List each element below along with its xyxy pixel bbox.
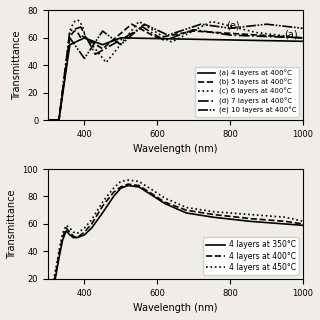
(a) 4 layers at 400°C — [118, 36, 122, 40]
4 layers at 450°C — [244, 212, 248, 216]
(c) 6 layers at 400°C — [75, 18, 79, 22]
(c) 6 layers at 400°C — [276, 33, 280, 37]
(e) 10 layers at 400°C — [118, 42, 122, 46]
(c) 6 layers at 400°C — [300, 36, 304, 40]
4 layers at 400°C — [127, 182, 131, 186]
4 layers at 350°C — [244, 219, 248, 223]
4 layers at 350°C — [300, 223, 304, 227]
(b) 5 layers at 400°C — [130, 22, 134, 26]
(d) 7 layers at 400°C — [126, 34, 130, 37]
(e) 10 layers at 400°C — [244, 25, 248, 28]
4 layers at 400°C — [108, 195, 112, 198]
4 layers at 450°C — [126, 178, 130, 182]
4 layers at 400°C — [118, 186, 122, 189]
4 layers at 350°C — [126, 184, 130, 188]
(c) 6 layers at 400°C — [109, 55, 113, 59]
4 layers at 450°C — [276, 215, 280, 219]
4 layers at 400°C — [213, 213, 217, 217]
Legend: (a) 4 layers at 400°C, (b) 5 layers at 400°C, (c) 6 layers at 400°C, (d) 7 layer: (a) 4 layers at 400°C, (b) 5 layers at 4… — [195, 67, 299, 117]
Line: (c) 6 layers at 400°C: (c) 6 layers at 400°C — [48, 20, 302, 120]
Text: (a): (a) — [284, 30, 298, 40]
4 layers at 450°C — [127, 178, 131, 182]
(c) 6 layers at 400°C — [118, 43, 122, 47]
(a) 4 layers at 400°C — [46, 118, 50, 122]
Line: (a) 4 layers at 400°C: (a) 4 layers at 400°C — [48, 38, 302, 120]
(a) 4 layers at 400°C — [244, 38, 248, 42]
Line: 4 layers at 450°C: 4 layers at 450°C — [48, 180, 302, 306]
4 layers at 350°C — [127, 184, 131, 188]
4 layers at 350°C — [108, 199, 112, 203]
(a) 4 layers at 400°C — [300, 39, 304, 43]
4 layers at 400°C — [300, 222, 304, 226]
(d) 7 layers at 400°C — [276, 35, 280, 39]
(e) 10 layers at 400°C — [108, 35, 112, 39]
(e) 10 layers at 400°C — [300, 26, 304, 30]
Line: (b) 5 layers at 400°C: (b) 5 layers at 400°C — [48, 24, 302, 120]
4 layers at 400°C — [244, 216, 248, 220]
(d) 7 layers at 400°C — [300, 36, 304, 40]
(e) 10 layers at 400°C — [126, 36, 130, 40]
4 layers at 450°C — [46, 304, 50, 308]
(e) 10 layers at 400°C — [213, 24, 217, 28]
(b) 5 layers at 400°C — [126, 25, 130, 29]
(d) 7 layers at 400°C — [46, 118, 50, 122]
(b) 5 layers at 400°C — [276, 34, 280, 38]
(d) 7 layers at 400°C — [213, 31, 217, 35]
4 layers at 350°C — [276, 221, 280, 225]
(e) 10 layers at 400°C — [264, 22, 268, 26]
(c) 6 layers at 400°C — [213, 20, 217, 24]
Y-axis label: Transmittance: Transmittance — [7, 189, 17, 259]
(c) 6 layers at 400°C — [127, 32, 131, 36]
(b) 5 layers at 400°C — [46, 118, 50, 122]
X-axis label: Wavelength (nm): Wavelength (nm) — [133, 303, 218, 313]
4 layers at 400°C — [46, 304, 50, 308]
4 layers at 450°C — [300, 219, 304, 223]
(d) 7 layers at 400°C — [108, 44, 112, 48]
4 layers at 350°C — [213, 216, 217, 220]
(d) 7 layers at 400°C — [244, 34, 248, 38]
(b) 5 layers at 400°C — [118, 32, 122, 36]
Line: (d) 7 layers at 400°C: (d) 7 layers at 400°C — [48, 27, 302, 120]
(e) 10 layers at 400°C — [276, 24, 280, 28]
(d) 7 layers at 400°C — [118, 39, 122, 43]
(a) 4 layers at 400°C — [213, 38, 217, 42]
(c) 6 layers at 400°C — [46, 118, 50, 122]
X-axis label: Wavelength (nm): Wavelength (nm) — [133, 144, 218, 155]
4 layers at 400°C — [126, 182, 130, 186]
4 layers at 400°C — [276, 219, 280, 223]
Text: (e): (e) — [226, 20, 240, 30]
(b) 5 layers at 400°C — [244, 32, 248, 36]
(a) 4 layers at 400°C — [108, 40, 112, 44]
(c) 6 layers at 400°C — [244, 28, 248, 32]
Legend: 4 layers at 350°C, 4 layers at 400°C, 4 layers at 450°C: 4 layers at 350°C, 4 layers at 400°C, 4 … — [203, 237, 299, 275]
(e) 10 layers at 400°C — [46, 118, 50, 122]
(a) 4 layers at 400°C — [276, 39, 280, 43]
Line: (e) 10 layers at 400°C: (e) 10 layers at 400°C — [48, 24, 302, 120]
(a) 4 layers at 400°C — [119, 36, 123, 40]
(a) 4 layers at 400°C — [127, 36, 131, 40]
4 layers at 450°C — [108, 190, 112, 194]
Y-axis label: Transmittance: Transmittance — [12, 30, 22, 100]
4 layers at 450°C — [118, 180, 122, 184]
Line: 4 layers at 400°C: 4 layers at 400°C — [48, 184, 302, 306]
(b) 5 layers at 400°C — [300, 36, 304, 40]
4 layers at 350°C — [46, 304, 50, 308]
(d) 7 layers at 400°C — [141, 25, 145, 29]
(b) 5 layers at 400°C — [213, 30, 217, 34]
Line: 4 layers at 350°C: 4 layers at 350°C — [48, 186, 302, 306]
4 layers at 450°C — [213, 210, 217, 214]
(b) 5 layers at 400°C — [108, 40, 112, 44]
4 layers at 350°C — [118, 188, 122, 191]
